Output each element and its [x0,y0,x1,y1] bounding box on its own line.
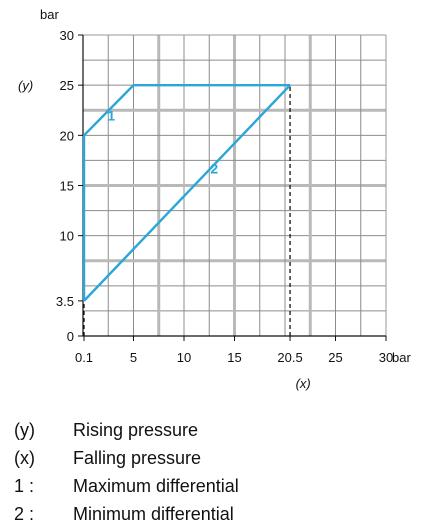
y-tick-label: 10 [60,229,74,244]
x-tick-label: 0.1 [75,350,93,365]
y-tick-label: 20 [60,128,74,143]
legend-row-y: (y) Rising pressure [14,416,239,444]
x-tick-label: 15 [227,350,241,365]
reference-lines [83,85,291,336]
legend: (y) Rising pressure (x) Falling pressure… [14,416,239,528]
y-unit-label: bar [40,7,59,22]
legend-text: Maximum differential [73,476,239,496]
legend-text: Falling pressure [73,448,202,468]
y-tick-label: 15 [60,179,74,194]
x-tick-label: 10 [177,350,191,365]
y-tick-label: 30 [60,28,74,43]
x-unit-label: bar [392,350,411,365]
legend-text: Minimum differential [73,504,234,524]
chart-grid [82,34,387,337]
x-tick-label: 20.5 [277,350,302,365]
y-tick-label: 3.5 [56,294,74,309]
x-axis-tag: (x) [296,376,311,391]
series-label-1: 1 [107,107,115,123]
legend-key: (x) [14,448,35,468]
legend-row-x: (x) Falling pressure [14,444,239,472]
chart-series [82,83,291,302]
legend-key: 2 : [14,504,35,524]
series-line-1 [82,83,291,301]
x-tick-label: 25 [328,350,342,365]
y-tick-label: 0 [67,329,74,344]
series-label-2: 2 [210,160,218,176]
series-line-2 [83,84,291,302]
legend-text: Rising pressure [73,420,199,440]
legend-key: 1 : [14,476,35,496]
legend-row-1: 1 : Maximum differential [14,472,239,500]
y-axis-tag: (y) [18,78,33,93]
x-tick-label: 5 [130,350,137,365]
x-tick-label: 30 [379,350,393,365]
legend-row-2: 2 : Minimum differential [14,500,239,528]
y-tick-label: 25 [60,78,74,93]
legend-key: (y) [14,420,35,440]
